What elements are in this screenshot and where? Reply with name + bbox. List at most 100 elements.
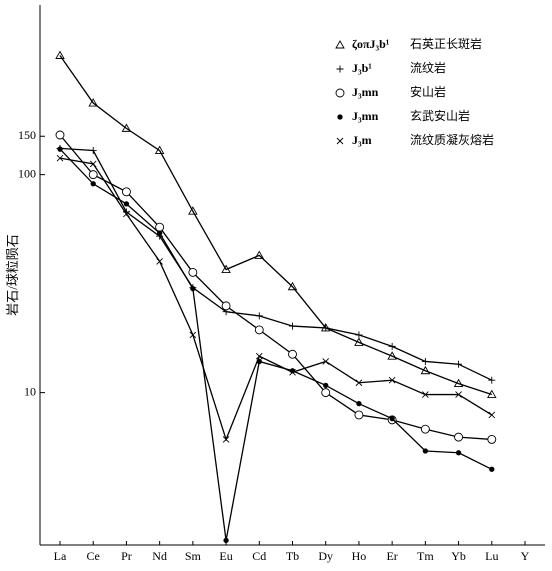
legend-label: ζoπJ₃b¹ <box>352 37 390 51</box>
x-tick-label: Er <box>386 549 397 563</box>
marker <box>323 382 329 388</box>
marker <box>455 391 462 398</box>
marker <box>322 324 330 332</box>
x-tick-label: Tb <box>286 549 299 563</box>
marker <box>354 410 364 420</box>
marker <box>90 181 96 187</box>
marker <box>422 448 429 454</box>
marker <box>354 337 364 346</box>
marker <box>57 146 63 152</box>
marker <box>337 114 343 120</box>
x-tick-label: Cd <box>252 549 266 563</box>
x-tick-label: Ce <box>87 549 100 563</box>
series-line <box>59 147 493 381</box>
x-tick-label: Yb <box>451 549 466 563</box>
y-tick-label: 150 <box>18 128 36 142</box>
marker <box>188 206 198 215</box>
marker <box>453 378 464 388</box>
y-axis-label: 岩石/球粒陨石 <box>5 234 20 316</box>
marker <box>420 365 431 375</box>
marker <box>356 401 362 407</box>
legend-label: J₃m <box>352 133 372 147</box>
marker <box>388 342 396 350</box>
x-tick-label: La <box>54 549 67 563</box>
marker <box>387 351 397 360</box>
marker <box>89 147 97 155</box>
legend-label: J₃b¹ <box>352 61 372 75</box>
marker <box>389 415 395 422</box>
series-line <box>59 55 492 396</box>
marker <box>254 325 264 335</box>
marker <box>335 88 345 98</box>
legend-label: J₃mn <box>352 109 379 123</box>
legend-rock: 流纹岩 <box>410 60 446 75</box>
marker <box>221 264 231 273</box>
marker <box>190 285 196 292</box>
marker <box>335 40 345 49</box>
x-tick-label: Y <box>521 549 530 563</box>
marker <box>336 137 344 145</box>
marker <box>88 98 98 107</box>
marker <box>321 388 331 398</box>
marker <box>289 322 296 330</box>
marker <box>223 537 229 544</box>
marker <box>254 250 265 259</box>
marker <box>420 424 430 434</box>
marker <box>489 466 495 472</box>
marker <box>488 411 496 419</box>
legend-rock: 流纹质凝灰熔岩 <box>410 132 494 147</box>
marker <box>488 376 496 384</box>
marker <box>289 368 296 376</box>
marker <box>455 360 463 368</box>
series-line <box>59 157 493 442</box>
x-tick-label: Pr <box>121 549 132 563</box>
marker <box>322 358 330 365</box>
x-tick-label: Dy <box>318 549 333 563</box>
x-tick-label: Sm <box>185 549 202 563</box>
marker <box>121 123 132 132</box>
x-tick-label: Tm <box>417 549 434 563</box>
marker <box>188 267 198 277</box>
x-tick-label: Eu <box>219 549 232 563</box>
marker <box>222 436 230 443</box>
marker <box>287 281 298 291</box>
legend-rock: 玄武安山岩 <box>410 108 470 123</box>
marker <box>156 258 163 265</box>
series-line <box>59 148 493 541</box>
marker <box>355 331 363 339</box>
legend-rock: 石英正长斑岩 <box>410 36 482 51</box>
marker <box>221 301 231 311</box>
x-tick-label: Lu <box>485 549 498 563</box>
marker <box>123 201 130 207</box>
marker <box>355 379 363 387</box>
marker <box>421 357 429 365</box>
marker <box>56 154 64 162</box>
marker <box>123 210 130 218</box>
marker <box>487 389 497 398</box>
marker <box>336 65 344 73</box>
marker <box>255 352 263 360</box>
y-tick-label: 10 <box>24 384 36 398</box>
marker <box>89 160 97 168</box>
marker <box>288 349 297 359</box>
marker <box>454 432 464 442</box>
y-tick-label: 100 <box>18 166 36 180</box>
series-line <box>59 134 492 441</box>
marker <box>154 145 165 154</box>
x-tick-label: Nd <box>152 549 167 563</box>
marker <box>189 331 197 339</box>
x-tick-label: Ho <box>352 549 367 563</box>
marker <box>121 187 131 197</box>
marker <box>487 434 497 444</box>
marker <box>422 391 429 398</box>
marker <box>88 170 98 180</box>
marker <box>455 450 462 456</box>
legend-label: J₃mn <box>352 85 379 99</box>
marker <box>388 376 396 384</box>
marker <box>55 130 65 140</box>
marker <box>156 230 163 236</box>
legend-rock: 安山岩 <box>410 84 446 99</box>
marker <box>255 312 263 320</box>
